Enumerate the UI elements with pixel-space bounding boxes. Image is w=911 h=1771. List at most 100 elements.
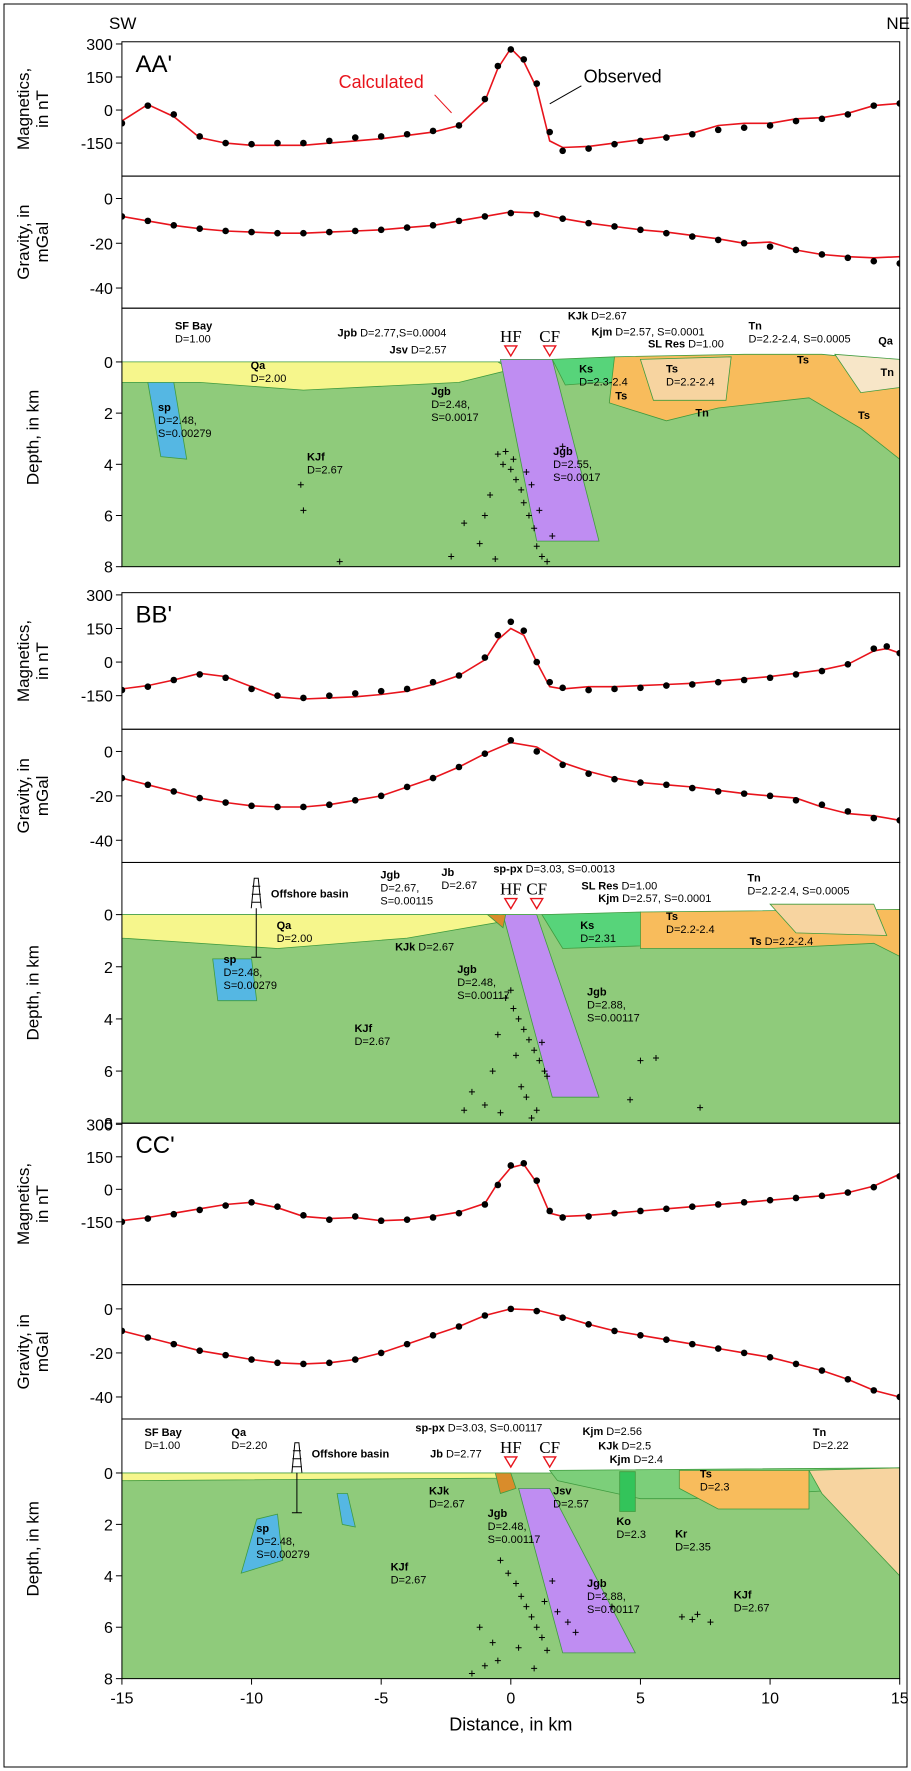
earthquake [481, 1662, 488, 1669]
observed-point [403, 224, 411, 231]
observed-point [766, 122, 774, 129]
y-tick-label: -150 [81, 136, 113, 153]
y-axis-label: Gravity, in [14, 1314, 33, 1389]
observed-point [300, 229, 307, 237]
unit-label: Offshore basin [312, 1448, 390, 1460]
earthquake [448, 553, 455, 560]
unit-density: D=1.00 [688, 339, 724, 351]
observed-point [377, 133, 385, 140]
earthquake [487, 492, 494, 499]
y-tick-label: 6 [104, 509, 113, 526]
observed-point [481, 654, 489, 661]
observed-point [455, 217, 463, 225]
observed-point [507, 618, 515, 626]
earthquake [541, 1068, 548, 1075]
earthquake [536, 1057, 543, 1064]
panel-frame [121, 592, 901, 730]
y-axis-label: Gravity, in [14, 758, 33, 833]
observed-point [481, 750, 489, 757]
earthquake [554, 1608, 561, 1615]
unit-label: Kjm [610, 1454, 631, 1466]
y-axis-label: Magnetics, [14, 68, 33, 150]
unit-label: Kr [675, 1529, 688, 1541]
observed-point [714, 236, 722, 244]
observed-point [121, 119, 126, 127]
y-tick-label: 0 [104, 1302, 113, 1319]
observed-point [403, 783, 411, 791]
earthquake [476, 1624, 483, 1631]
observed-point [170, 1340, 178, 1348]
earthquake [461, 520, 468, 527]
x-tick-label: 5 [636, 1691, 645, 1708]
series-name: Observed [584, 66, 662, 86]
observed-point [818, 667, 826, 675]
unit-density: D=2.57, S=0.0001 [622, 893, 711, 905]
earthquake [707, 1619, 714, 1626]
y-axis-label: mGal [33, 1332, 52, 1373]
y-tick-label: 0 [104, 191, 113, 208]
observed-point [740, 1199, 748, 1206]
unit-density: D=1.00 [144, 1440, 180, 1452]
observed-point [585, 219, 592, 227]
observed-point [326, 801, 333, 809]
observed-point [611, 775, 618, 783]
earthquake [637, 1057, 644, 1064]
observed-point [222, 1202, 229, 1209]
geologic-unit [147, 382, 188, 460]
unit-density: D=2.2-2.4 [666, 924, 715, 936]
unit-density: S=0.0017 [431, 412, 478, 424]
unit-density: D=2.67, [380, 882, 419, 894]
unit-density: D=3.03, S=0.0013 [526, 864, 615, 876]
calculated-line [121, 627, 900, 700]
observed-point [870, 257, 878, 265]
observed-point [403, 1340, 411, 1348]
observed-point [248, 1199, 255, 1206]
observed-point [740, 1349, 748, 1357]
unit-label: Jpb [338, 327, 358, 339]
panel-title: CC' [135, 1132, 174, 1159]
y-tick-label: 6 [104, 1064, 113, 1081]
observed-point [559, 761, 566, 769]
unit-label: KJk [598, 1440, 619, 1452]
observed-point [688, 784, 696, 792]
y-tick-label: 150 [86, 70, 113, 87]
calculated-line [121, 47, 900, 149]
observed-point [326, 1359, 333, 1367]
observed-point [481, 213, 489, 220]
x-tick-label: -15 [110, 1691, 133, 1708]
plot-area [121, 618, 900, 702]
unit-label: Jb [430, 1448, 443, 1460]
earthquake [544, 558, 551, 565]
y-tick-label: 4 [104, 457, 113, 474]
unit-label: Jsv [553, 1486, 572, 1498]
unit-density: D=2.57 [553, 1499, 589, 1511]
observed-point [714, 788, 722, 795]
y-axis-label: Depth, in km [23, 945, 42, 1040]
unit-density: S=0.00117 [457, 990, 510, 1002]
observed-point [663, 134, 670, 141]
unit-density: D=2.67 [354, 1036, 390, 1048]
unit-density: D=2.00 [277, 933, 313, 945]
unit-label: Qa [277, 920, 293, 932]
observed-point [766, 1196, 774, 1204]
earthquake [468, 1670, 475, 1677]
y-tick-label: -150 [81, 689, 113, 706]
observed-point [403, 685, 411, 693]
unit-density: D=3.03, S=0.00117 [448, 1422, 543, 1434]
unit-label: Qa [251, 360, 267, 372]
unit-density: S=0.00117 [587, 1013, 640, 1025]
frame [3, 3, 908, 1768]
fault-marker [529, 897, 544, 910]
y-axis-label: mGal [33, 222, 52, 263]
earthquake [515, 1644, 522, 1651]
y-tick-label: 150 [86, 1150, 113, 1167]
geologic-unit [212, 958, 258, 1002]
earthquake [627, 1096, 634, 1103]
observed-point [714, 1201, 722, 1208]
unit-label: Ko [616, 1516, 631, 1528]
observed-point [688, 233, 696, 240]
unit-density: D=2.55, [553, 459, 592, 471]
observed-point [170, 788, 178, 795]
x-tick-label: -5 [374, 1691, 388, 1708]
y-tick-label: 2 [104, 1517, 113, 1534]
